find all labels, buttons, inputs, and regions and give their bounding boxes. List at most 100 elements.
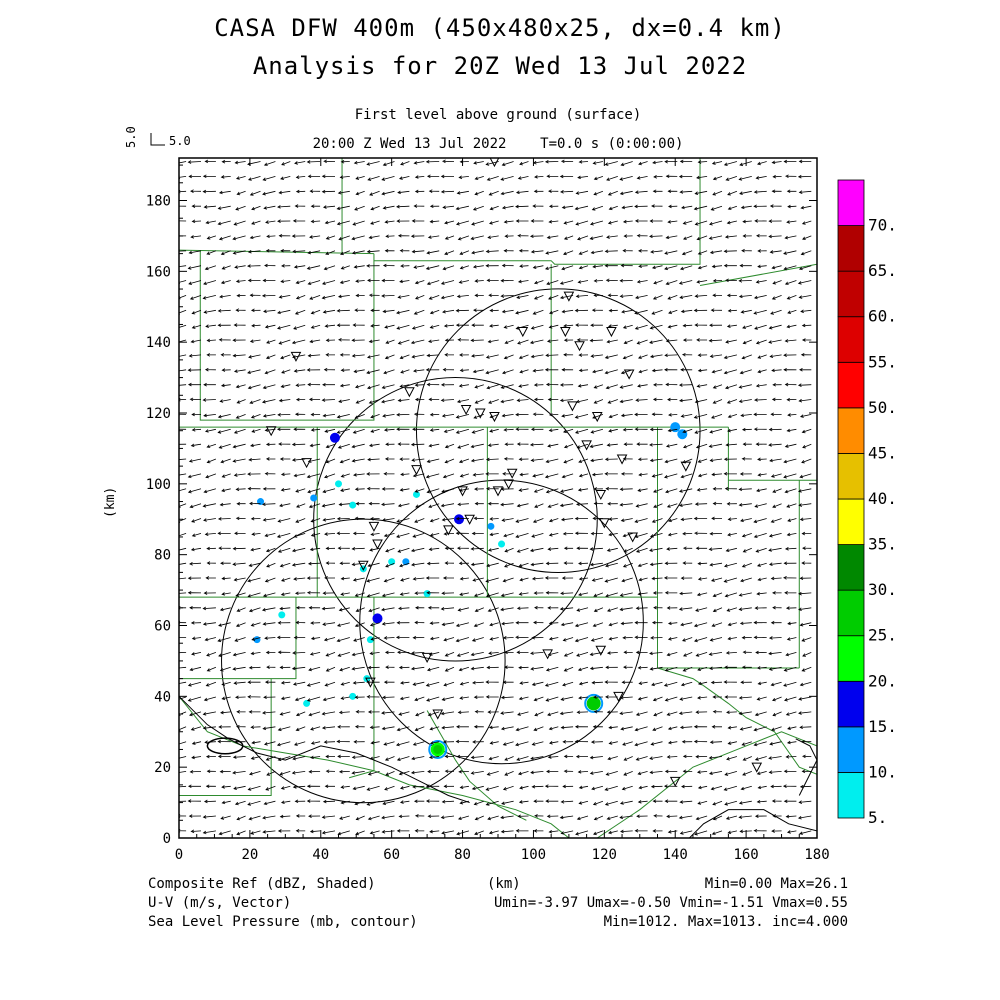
wind-vector-685 <box>772 605 782 610</box>
wind-vector-1183 <box>503 428 514 432</box>
wind-vector-318 <box>429 726 440 731</box>
wind-vector-170 <box>782 784 797 788</box>
wind-vector-1456 <box>725 339 737 344</box>
wind-vector-1165 <box>233 428 246 434</box>
wind-vector-609 <box>277 621 291 625</box>
wind-vector-1969 <box>679 159 693 164</box>
wind-vector-1184 <box>515 427 529 431</box>
wind-vector-758 <box>578 577 589 581</box>
wind-vector-1061 <box>604 472 618 476</box>
wind-vector-975 <box>607 501 618 506</box>
wind-vector-1617 <box>559 280 574 285</box>
wind-vector-471 <box>783 681 797 687</box>
wind-vector-749 <box>442 576 454 580</box>
wind-vector-603 <box>190 621 202 625</box>
wind-vector-924 <box>489 517 499 521</box>
wind-vector-279 <box>489 741 499 745</box>
wind-vector-852 <box>695 546 708 551</box>
wind-vector-1230 <box>561 414 574 418</box>
wind-vector-488 <box>398 665 410 670</box>
wind-vector-1466 <box>233 323 246 327</box>
wind-vector-582 <box>515 635 529 640</box>
wind-vector-311 <box>321 726 336 730</box>
wind-vector-626 <box>533 620 544 625</box>
wind-vectors <box>179 159 812 836</box>
wind-vector-1282 <box>694 399 708 404</box>
wind-vector-1402 <box>563 352 574 357</box>
station-marker-28 <box>599 518 610 529</box>
wind-vector-314 <box>369 725 380 730</box>
wind-vector-1044 <box>353 473 365 477</box>
wind-vector-1256 <box>308 397 321 402</box>
wind-vector-1477 <box>396 324 410 330</box>
wind-vector-1459 <box>768 339 782 344</box>
wind-vector-1254 <box>278 398 291 403</box>
wind-vector-1441 <box>504 339 514 344</box>
wind-vector-1945 <box>323 159 336 164</box>
wind-vector-1346 <box>366 369 380 375</box>
wind-vector-1377 <box>188 353 202 358</box>
wind-vector-1420 <box>190 339 202 344</box>
wind-vector-573 <box>383 636 395 640</box>
wind-vector-1516 <box>336 308 350 313</box>
wind-vector-546 <box>623 650 633 655</box>
wind-vector-668 <box>516 606 529 611</box>
wind-vector-804 <box>622 562 633 568</box>
wind-vector-58 <box>398 814 410 819</box>
wind-vector-870 <box>324 532 336 536</box>
wind-vector-948 <box>202 503 216 508</box>
wind-vector-1550 <box>202 295 216 300</box>
wind-vector-1601 <box>322 280 336 285</box>
wind-vector-916 <box>369 517 380 521</box>
wind-vector-205 <box>664 769 678 774</box>
wind-vector-1589 <box>786 295 797 300</box>
wind-vector-789 <box>399 562 410 568</box>
wind-vector-1595 <box>235 279 246 283</box>
wind-vector-338 <box>727 725 737 730</box>
wind-vector-222 <box>277 756 291 762</box>
wind-vector-642 <box>770 620 782 625</box>
wind-vector-572 <box>370 637 380 641</box>
wind-vector-1476 <box>384 324 395 329</box>
wind-vector-1474 <box>352 323 365 327</box>
wind-vector-714 <box>560 591 574 596</box>
wind-vector-901 <box>786 532 797 537</box>
wind-vector-802 <box>589 562 603 567</box>
wind-vector-475 <box>206 666 217 672</box>
wind-vector-543 <box>576 652 589 657</box>
station-marker-8 <box>404 387 415 398</box>
wind-vector-1208 <box>235 414 246 419</box>
wind-vector-560 <box>191 636 202 641</box>
wind-vector-649 <box>236 607 246 612</box>
wind-vector-81 <box>738 815 752 819</box>
wind-vector-1818 <box>354 205 365 211</box>
wind-vector-1645 <box>340 265 350 270</box>
wind-vector-88 <box>203 799 216 804</box>
wind-vector-1029 <box>772 488 782 493</box>
wind-vector-767 <box>710 577 723 582</box>
wind-vector-392 <box>247 695 261 699</box>
wind-vector-51 <box>295 814 306 818</box>
wind-vector-42 <box>799 830 812 835</box>
wind-vector-822 <box>250 547 261 552</box>
wind-vector-1248 <box>189 397 202 402</box>
wind-vector-1620 <box>605 278 618 283</box>
wind-vector-451 <box>485 680 499 684</box>
wind-vector-558 <box>802 652 812 657</box>
wind-vector-21 <box>488 830 499 835</box>
footer-wind-range: Umin=-3.97 Umax=-0.50 Vmin=-1.51 Vmax=0.… <box>493 895 848 911</box>
wind-vector-1651 <box>425 265 440 270</box>
wind-vector-1628 <box>725 278 737 283</box>
wind-vector-570 <box>336 637 350 643</box>
wind-vector-1428 <box>309 339 321 344</box>
wind-vector-1234 <box>620 413 633 418</box>
wind-vector-365 <box>487 710 499 714</box>
wind-vector-1399 <box>518 354 529 359</box>
wind-vector-1682 <box>247 249 261 254</box>
wind-vector-381 <box>726 710 737 715</box>
wind-vector-194 <box>504 771 514 776</box>
wind-vector-783 <box>307 561 321 566</box>
wind-vector-951 <box>249 501 261 506</box>
wind-vector-364 <box>474 709 484 714</box>
wind-vector-1622 <box>636 279 648 284</box>
